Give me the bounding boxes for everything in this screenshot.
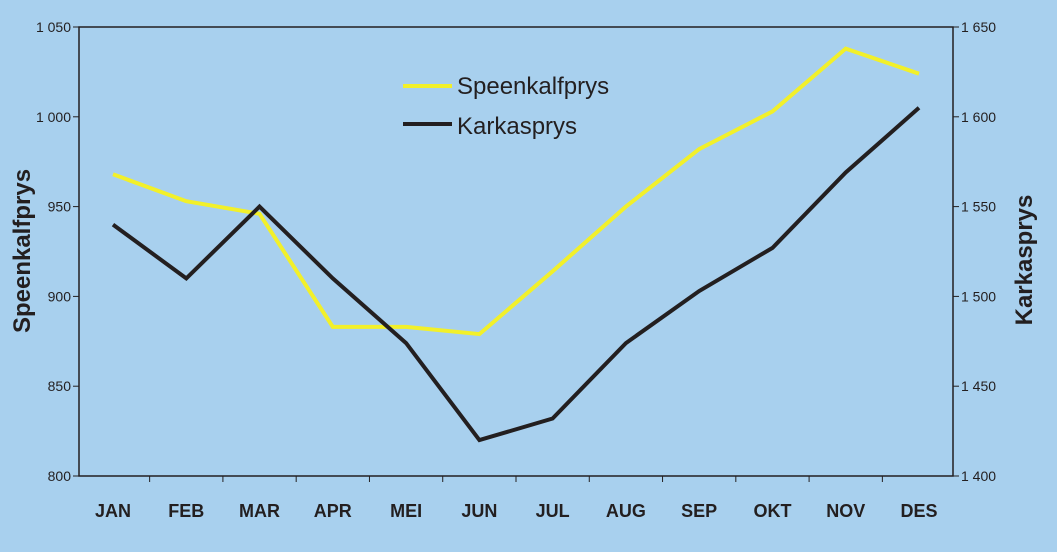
legend-label-speenkalfprys: Speenkalfprys [457,73,609,100]
right-tick-label: 1 550 [961,199,996,215]
left-tick-label: 950 [48,199,72,215]
x-tick-label-apr: APR [314,501,352,521]
left-tick-label: 800 [48,468,72,484]
left-axis-ticks: 800 850 900 950 1 000 1 050 [36,19,79,484]
x-tick-label-feb: FEB [168,501,204,521]
right-tick-label: 1 600 [961,109,996,125]
series-line-karkasprys [111,106,921,443]
left-tick-label: 900 [48,288,72,304]
x-tick-label-aug: AUG [606,501,646,521]
x-tick-label-sep: SEP [681,501,717,521]
left-axis-title: Speenkalfprys [9,169,36,333]
x-axis-ticks: JAN FEB MAR APR MEI JUN JUL AUG SEP OKT NOV DES [95,476,938,521]
x-tick-label-nov: NOV [826,501,865,521]
right-tick-label: 1 400 [961,468,996,484]
x-tick-label-mar: MAR [239,501,280,521]
left-tick-label: 850 [48,378,72,394]
x-tick-label-des: DES [900,501,937,521]
plot-area [78,26,954,477]
right-tick-label: 1 500 [961,288,996,304]
legend: Speenkalfprys Karkasprys [403,73,609,140]
legend-label-karkasprys: Karkasprys [457,113,577,140]
right-axis-title: Karkasprys [1011,195,1038,326]
right-axis-ticks: 1 400 1 450 1 500 1 550 1 600 1 650 [953,19,996,484]
x-tick-label-jul: JUL [536,501,570,521]
x-tick-label-jan: JAN [95,501,131,521]
right-tick-label: 1 450 [961,378,996,394]
series-line-speenkalfprys [112,46,920,337]
left-tick-label: 1 000 [36,109,71,125]
x-tick-label-mei: MEI [390,501,422,521]
x-tick-label-okt: OKT [753,501,791,521]
left-tick-label: 1 050 [36,19,71,35]
series-lines [111,46,921,443]
right-tick-label: 1 650 [961,19,996,35]
x-tick-label-jun: JUN [461,501,497,521]
